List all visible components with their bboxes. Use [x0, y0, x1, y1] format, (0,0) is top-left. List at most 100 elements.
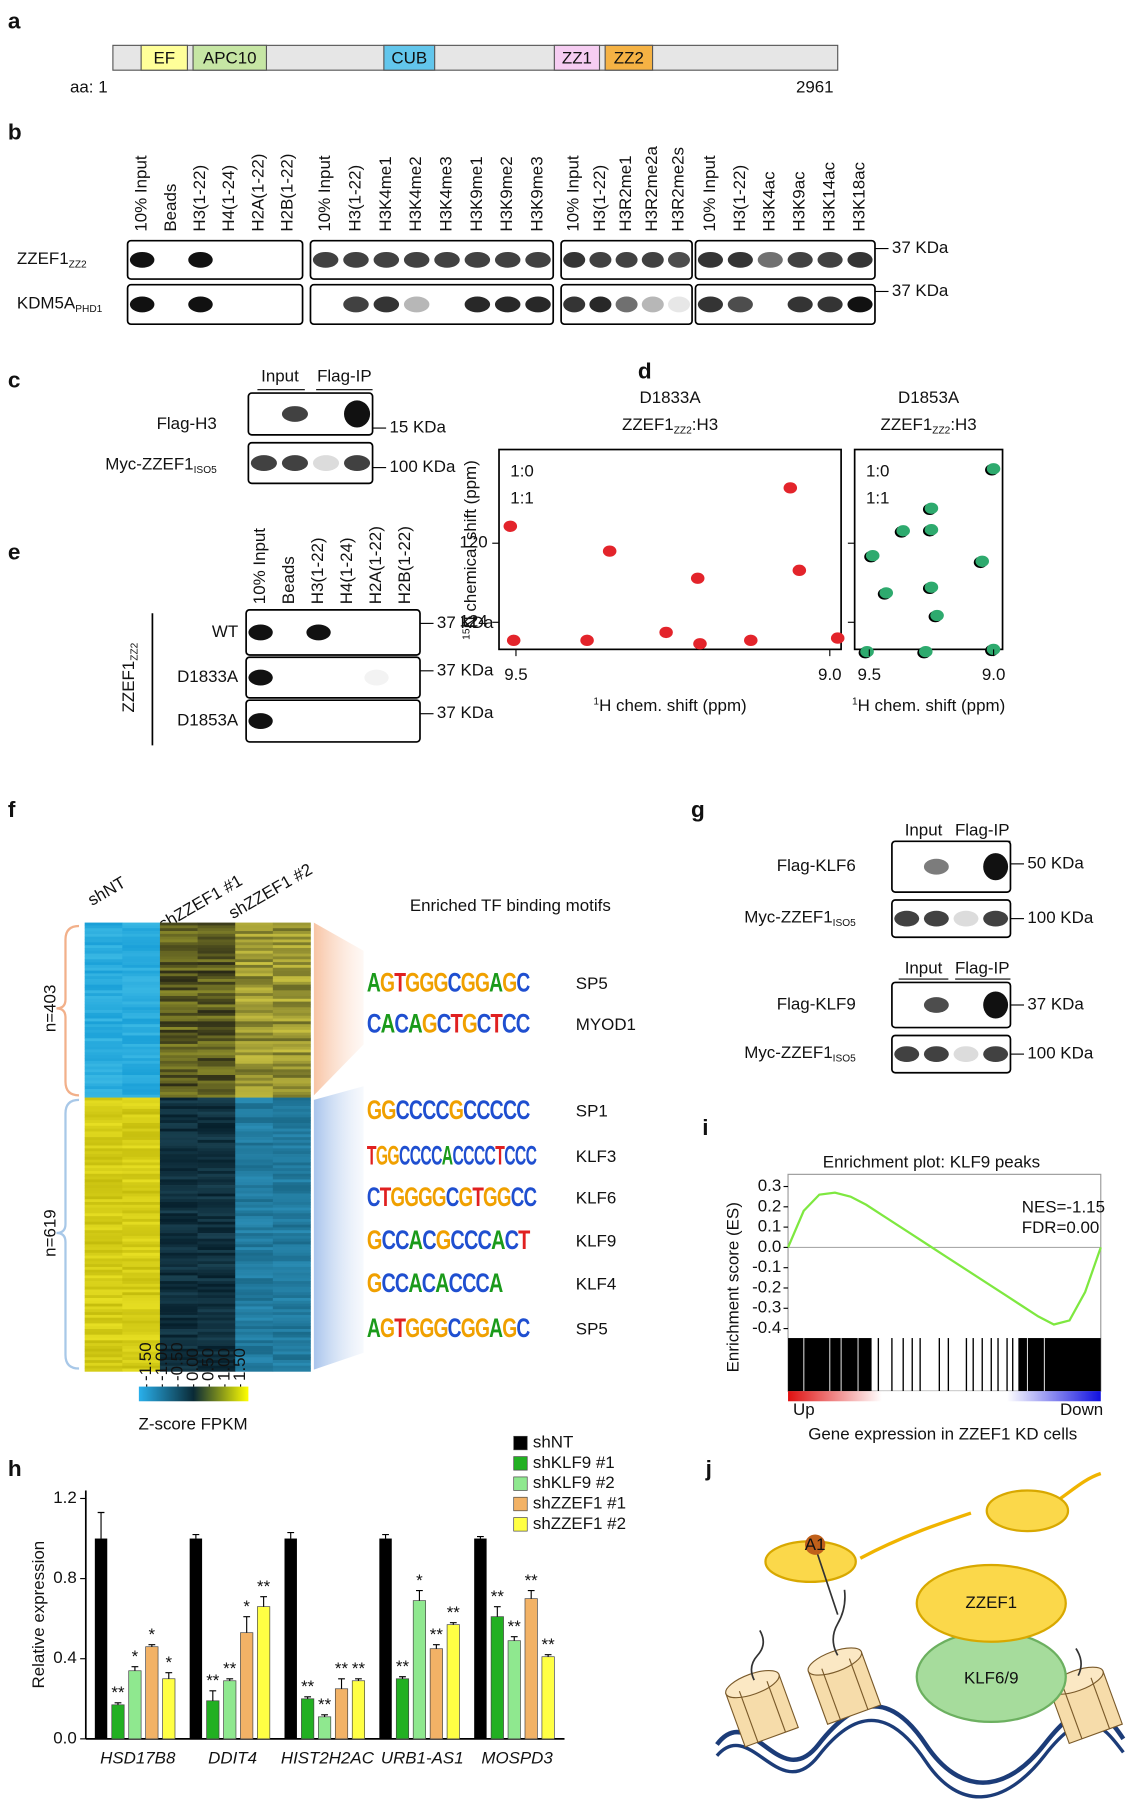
heatmap-cell [159, 947, 198, 952]
heatmap-cell [159, 1312, 198, 1316]
heatmap-cell [159, 1162, 198, 1166]
heatmap-cell [159, 1261, 198, 1265]
heatmap-cell [84, 1343, 123, 1347]
cluster-size: n=403 [40, 985, 59, 1033]
heatmap-cell [122, 1264, 161, 1268]
heatmap-cell [197, 1176, 236, 1180]
heatmap-cell [272, 959, 311, 963]
heatmap-cell [84, 1055, 123, 1059]
heatmap-cell [159, 1043, 198, 1048]
heatmap-cell [84, 1320, 123, 1324]
heatmap-cell [235, 1027, 274, 1031]
heatmap-cell [159, 1173, 198, 1177]
panel-label: b [8, 119, 22, 144]
heatmap-cell [197, 1077, 236, 1081]
heatmap-cell [272, 1312, 311, 1316]
blot [891, 840, 1012, 893]
row-label: WT [212, 622, 238, 641]
heatmap-cell [122, 1368, 161, 1372]
heatmap-cell [84, 1202, 123, 1206]
heatmap-cell [122, 1300, 161, 1304]
heatmap-cell [197, 1097, 236, 1101]
lane-label: H3K9me3 [528, 156, 547, 231]
heatmap-cell [235, 1289, 274, 1293]
error-bar [510, 1636, 518, 1641]
heatmap-cell [159, 1281, 198, 1285]
heatmap-cell [272, 984, 311, 988]
colorbar-tick-label: -1.50 [136, 1342, 155, 1381]
band [373, 251, 400, 268]
heatmap-cell [159, 1151, 198, 1155]
heatmap-cell [84, 945, 123, 949]
heatmap-cell [197, 1241, 236, 1245]
heatmap-cell [272, 1086, 311, 1090]
heatmap-cell [272, 945, 311, 949]
heatmap-cell [122, 1055, 161, 1059]
heatmap-cell [122, 1058, 161, 1062]
heatmap-cell [272, 1007, 311, 1011]
heatmap-cell [122, 1283, 161, 1288]
heatmap-cell [84, 1354, 123, 1358]
heatmap-cell [122, 1170, 161, 1175]
heatmap-cell [122, 1357, 161, 1361]
heatmap-cell [122, 1204, 161, 1208]
heatmap-cell [84, 1365, 123, 1369]
heatmap-cell [272, 995, 311, 1000]
error-bar [114, 1702, 122, 1705]
heatmap-cell [159, 1185, 198, 1189]
heatmap-cell [235, 1190, 274, 1194]
lane-label: 10% Input [700, 155, 719, 232]
heatmap-cell [84, 939, 123, 943]
heatmap-cell [272, 1027, 311, 1031]
error-bar [449, 1622, 457, 1625]
heatmap-cell [84, 1168, 123, 1172]
heatmap-cell [272, 1258, 311, 1262]
motif-logo: TGGCCCCACCCCTCCC [367, 1140, 537, 1171]
peak [860, 645, 874, 658]
band [525, 251, 551, 268]
heatmap-cell [84, 931, 123, 935]
heatmap-cell [122, 1331, 161, 1336]
heatmap-cell [159, 1210, 198, 1214]
heatmap-cell [122, 979, 161, 983]
cluster-bracket [56, 924, 80, 1097]
heatmap-cell [122, 1295, 161, 1299]
heatmap-cell [197, 953, 236, 957]
heatmap-cell [84, 925, 123, 929]
heatmap-cell [84, 993, 123, 997]
row-label: Flag-KLF9 [777, 994, 856, 1013]
heatmap-cell [272, 1060, 311, 1065]
heatmap-cell [197, 1278, 236, 1282]
heatmap-cell [122, 1343, 161, 1347]
heatmap-cell [235, 1368, 274, 1372]
heatmap-cell [235, 1131, 274, 1135]
heatmap-cell [122, 1241, 161, 1245]
heatmap-cell [84, 1283, 123, 1288]
heatmap-cell [197, 1010, 236, 1014]
heatmap-cell [84, 1001, 123, 1005]
heatmap-cell [159, 1314, 198, 1319]
heatmap-cell [197, 1235, 236, 1240]
bar [189, 1538, 203, 1739]
significance: ** [352, 1659, 366, 1678]
heatmap-cell [272, 1021, 311, 1025]
heatmap-cell [197, 1052, 236, 1056]
heatmap-cell [159, 1049, 198, 1053]
band [364, 669, 389, 686]
heatmap-cell [159, 1170, 198, 1175]
heatmap-cell [235, 1052, 274, 1056]
heatmap-cell [272, 1055, 311, 1059]
heatmap-cell [122, 1297, 161, 1302]
heatmap-cell [122, 1193, 161, 1197]
heatmap-cell [272, 1145, 311, 1149]
bar [524, 1598, 538, 1740]
lane-label: H3K4me3 [436, 156, 455, 231]
heatmap-cell [159, 1227, 198, 1231]
domain-label: CUB [391, 48, 427, 67]
heatmap-cell [197, 1249, 236, 1254]
motif-logo: GCCACACCCA [367, 1267, 503, 1298]
ratio-label: 1:0 [510, 462, 534, 481]
legend-label: shNT [533, 1433, 573, 1452]
heatmap-cell [235, 1168, 274, 1172]
heatmap-cell [272, 1199, 311, 1203]
